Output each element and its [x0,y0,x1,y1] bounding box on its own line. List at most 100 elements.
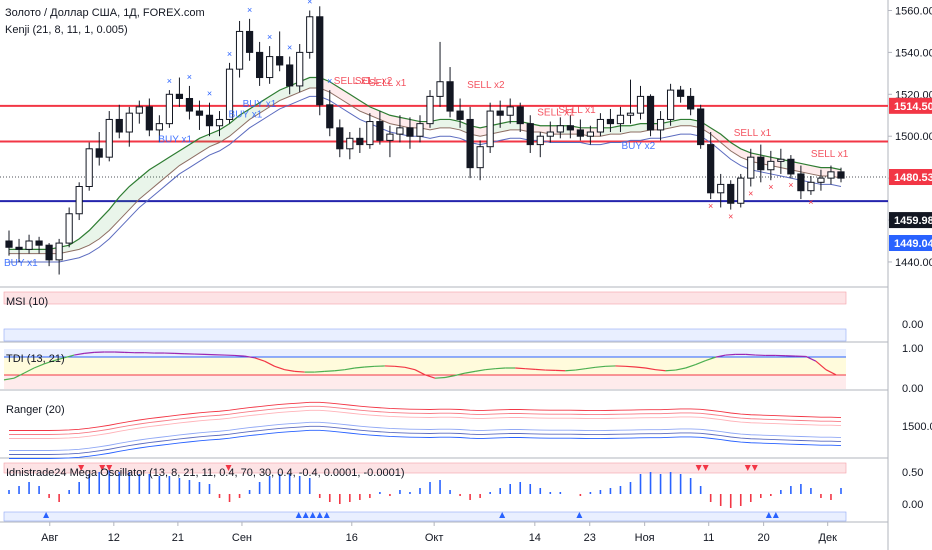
tdi-line-segment [485,368,496,371]
time-axis[interactable]: Авг 12 21 Сен 16 Окт 14 23 Ноя 11 20 Дек [41,522,837,544]
candle-body [85,148,93,188]
candle-body [546,131,554,137]
candle-body [606,118,615,125]
mega-sell-marker [744,465,751,471]
candle-body [817,177,825,183]
candle-body [316,16,324,106]
price-badge [889,97,932,114]
tdi-line-segment [434,376,446,379]
low-marker: × [788,180,793,190]
msi-upper-band [3,291,847,305]
ranger-band-line [9,429,842,459]
tdi-line-segment [515,367,526,370]
candle-body [386,133,394,141]
tdi-line-segment [414,369,426,376]
tdi-lower-band [4,375,846,389]
candle-body [205,114,214,127]
tdi-line-segment [244,355,255,359]
low-marker: × [728,212,733,222]
low-marker: × [768,182,773,192]
cloud-segment [680,119,691,126]
mega-sell-marker [751,465,758,471]
candle-body [326,104,334,129]
candle-body [436,81,444,97]
high-marker: × [327,76,332,86]
candle-body [286,64,294,87]
mega-buy-marker [499,512,506,518]
cloud-segment [440,119,451,128]
ranger-tick-label: 1500.00 [902,421,932,433]
cloud-segment [89,220,100,246]
candle-body [616,114,625,125]
candle-body [586,131,595,137]
candle-body [376,121,384,141]
ma-upper-line [9,76,842,250]
mega-sell-marker [702,465,709,471]
tdi-line-segment [645,367,656,371]
candle-body [717,183,725,194]
mega-title: Idnistrade24 Mega Oscillator (13, 8, 21,… [6,467,405,479]
msi-lower-band [3,328,847,342]
tdi-line-segment [63,354,75,359]
tdi-line-segment [695,359,706,366]
time-tick-label: 16 [346,532,358,544]
signal-label: BUY x1 [4,258,38,269]
cloud-segment [810,165,821,177]
mega-sell-marker [78,465,85,471]
candle-body [556,125,564,133]
tdi-line-segment [625,365,636,368]
cloud-segment [79,230,90,250]
tdi-line-segment [585,366,596,370]
candle-body [255,51,264,79]
candle-body [356,137,364,146]
candle-body [65,213,73,244]
cloud-segment [159,157,170,183]
candle-body [827,171,835,179]
cloud-segment [239,108,250,128]
tdi-line-segment [274,365,285,371]
candle-body [446,81,454,112]
candle-body [626,112,635,116]
tdi-line-segment [84,351,95,354]
tdi-line-segment [264,360,275,367]
candle-body [807,181,815,192]
candle-body [656,118,665,131]
candle-body [666,89,675,120]
candle-body [676,89,685,97]
cloud-segment [29,249,40,254]
tdi-line-segment [404,366,416,371]
candle-body [346,137,354,150]
candle-body [155,123,163,131]
candle-body [266,56,274,79]
cloud-segment [69,238,80,252]
candle-body [837,171,845,179]
cloud-segment [249,102,260,120]
candle-body [306,16,314,53]
price-badge-label: 1459.98 [894,215,932,227]
candle-body [165,93,174,125]
signal-label: SELL x2 [355,76,393,87]
high-marker: × [287,43,292,53]
time-tick-label: 12 [108,532,120,544]
mega-sell-marker [99,465,106,471]
high-marker: × [267,32,272,42]
cloud-segment [139,169,150,200]
tdi-line-segment [354,366,365,369]
tdi-line-segment [535,368,546,371]
cloud-segment [209,129,220,147]
time-tick-label: Дек [819,532,838,544]
time-tick-label: 20 [758,532,770,544]
tdi-tick-label: 1.00 [902,343,923,355]
cloud-segment [269,90,280,107]
mega-upper-band [3,462,847,474]
tdi-line-segment [725,353,736,356]
tdi-line-segment [3,377,15,381]
signal-label: SELL x1 [537,107,575,118]
high-marker: × [187,72,192,82]
cloud-segment [500,121,511,133]
candle-body [707,144,715,194]
price-axis[interactable]: 1560.001540.001520.001500.001480.001460.… [888,5,932,269]
signal-label: SELL x1 [558,105,596,116]
candle-body [296,51,304,87]
